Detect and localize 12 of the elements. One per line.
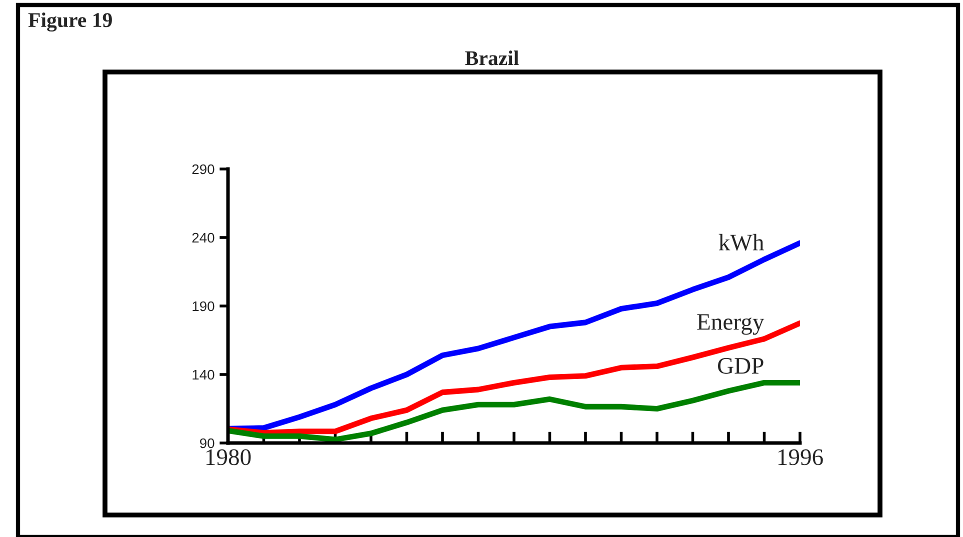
chart-title: Brazil [465,50,519,66]
x-tick-label: 1996 [778,449,823,466]
series-label: Energy [697,314,764,335]
y-tick-label: 240 [192,232,214,243]
y-tick-label: 90 [200,438,214,448]
series-label: kWh [718,234,764,251]
caption: Figure 19 [28,12,112,32]
y-tick-label: 140 [192,370,214,380]
x-tick-label: 1980 [206,449,251,466]
y-tick-label: 290 [192,164,214,174]
series-label: GDP [718,358,764,374]
y-tick-label: 190 [192,301,214,312]
